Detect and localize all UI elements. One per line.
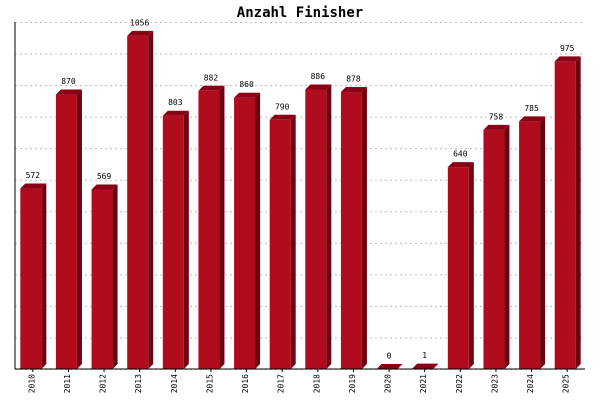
bar (20, 188, 42, 369)
bar-side (219, 85, 225, 369)
value-label: 569 (97, 172, 112, 181)
bar (91, 189, 113, 369)
value-label: 860 (239, 80, 254, 89)
x-tick-label: 2024 (526, 374, 535, 393)
bar (198, 90, 220, 369)
bar-top (162, 110, 189, 116)
bar (55, 94, 77, 370)
bar-top (554, 56, 581, 62)
bar-top (447, 162, 474, 168)
x-tick-label: 2025 (562, 374, 571, 393)
bar (127, 35, 149, 369)
value-label: 886 (311, 72, 326, 81)
bar (483, 129, 505, 369)
x-tick-label: 2015 (205, 374, 214, 393)
value-label: 882 (204, 73, 219, 82)
bar-top (91, 184, 118, 190)
bar (447, 167, 469, 369)
x-tick-label: 2022 (455, 374, 464, 393)
value-label: 878 (346, 75, 361, 84)
bar-top (55, 89, 82, 95)
bar-side (290, 114, 296, 369)
bar (269, 119, 291, 369)
bar-top (412, 363, 439, 369)
x-tick-label: 2011 (63, 374, 72, 393)
x-tick-label: 2019 (348, 374, 357, 393)
bar-side (361, 87, 367, 369)
value-label: 785 (524, 104, 539, 113)
x-tick-label: 2010 (27, 374, 36, 393)
value-label: 758 (489, 112, 504, 121)
bar-side (504, 124, 510, 369)
x-tick-label: 2012 (99, 374, 108, 393)
bar (162, 115, 184, 369)
value-label: 1056 (130, 18, 149, 27)
x-tick-label: 2017 (277, 374, 286, 393)
bar-side (326, 84, 332, 370)
bar-side (41, 183, 47, 369)
bar (519, 121, 541, 369)
bar-top (269, 114, 296, 120)
bar-side (575, 56, 581, 369)
bar-top (20, 183, 47, 189)
bar-top (198, 85, 225, 91)
x-tick-label: 2023 (490, 374, 499, 393)
bar (340, 92, 362, 369)
bar-side (433, 363, 439, 369)
bar-top (376, 364, 403, 369)
value-label: 790 (275, 102, 290, 111)
bar-side (112, 184, 118, 369)
x-tick-label: 2014 (170, 374, 179, 393)
bar-side (148, 30, 154, 369)
x-tick-label: 2020 (384, 374, 393, 393)
bar-top (305, 84, 332, 90)
value-label: 0 (387, 352, 392, 361)
bar-top (519, 116, 546, 122)
x-tick-label: 2021 (419, 374, 428, 393)
bar-side (255, 92, 261, 369)
value-label: 572 (26, 171, 41, 180)
value-label: 1 (422, 351, 427, 360)
value-label: 870 (61, 77, 76, 86)
bar-top (127, 30, 154, 36)
x-tick-label: 2018 (312, 374, 321, 393)
bar-top (234, 92, 261, 98)
bar-top (483, 124, 510, 130)
bar-side (183, 110, 189, 369)
bar (554, 61, 576, 369)
bars (20, 30, 581, 370)
bar-side (540, 116, 546, 369)
bar-side (468, 162, 474, 369)
value-label: 640 (453, 150, 468, 159)
value-label: 975 (560, 44, 575, 53)
bar (305, 89, 327, 370)
x-tick-label: 2013 (134, 374, 143, 393)
value-label: 803 (168, 98, 183, 107)
chart-title: Anzahl Finisher (237, 5, 363, 21)
bar (234, 97, 256, 369)
bar-side (76, 89, 82, 370)
bar-top (340, 87, 367, 93)
x-tick-label: 2016 (241, 374, 250, 393)
